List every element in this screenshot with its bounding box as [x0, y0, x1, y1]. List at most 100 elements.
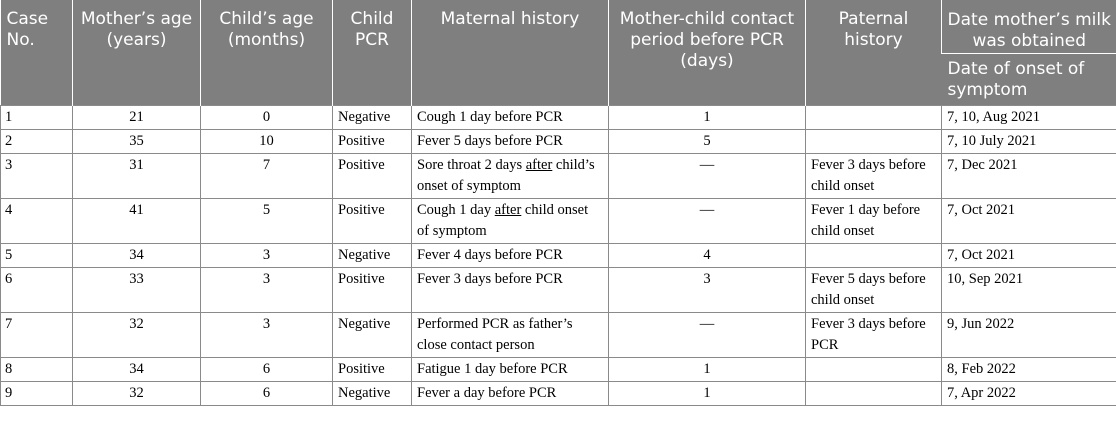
child-age-value: 3 — [262, 247, 271, 263]
paternal-history-text: Fever 3 days before child onset — [811, 157, 926, 194]
cell-milk-date: 7, 10 July 2021 — [941, 129, 1116, 154]
table-row: 3 31 7 Positive Sore throat 2 days after chi… — [0, 153, 1116, 199]
paternal-history-text: Fever 1 day before child onset — [811, 202, 921, 239]
cell-child-age: 6 — [200, 381, 333, 406]
cell-contact-period: 1 — [608, 381, 806, 406]
header-onset-date: Date of onset of symptom — [941, 53, 1116, 106]
cell-case-no: 2 — [0, 129, 73, 154]
cell-child-pcr: Positive — [332, 198, 412, 244]
cell-maternal-history: Performed PCR as father’s close contact … — [411, 312, 609, 358]
cell-mother-age: 31 — [72, 153, 201, 199]
child-pcr-value: Positive — [338, 361, 385, 377]
case-number: 9 — [5, 385, 13, 401]
header-paternal-history: Paternal history — [805, 0, 942, 106]
cell-case-no: 3 — [0, 153, 73, 199]
contact-period-value: — — [699, 157, 715, 173]
cell-paternal-history — [805, 243, 942, 268]
case-number: 1 — [5, 109, 13, 125]
case-number: 8 — [5, 361, 13, 377]
child-age-value: 6 — [262, 361, 271, 377]
paternal-history-text: Fever 3 days before PCR — [811, 316, 926, 353]
mother-age-value: 35 — [129, 133, 144, 149]
child-age-value: 3 — [262, 271, 271, 287]
milk-date-value: 7, Oct 2021 — [947, 202, 1016, 218]
child-pcr-value: Negative — [338, 247, 391, 263]
header-contact-period: Mother-child contact period before PCR (… — [608, 0, 806, 106]
cell-child-pcr: Positive — [332, 267, 412, 313]
cell-child-pcr: Negative — [332, 381, 412, 406]
maternal-history-text: child’s onset of symptom — [417, 157, 595, 194]
contact-period-value: 1 — [703, 385, 711, 401]
mother-age-value: 21 — [129, 109, 144, 125]
cell-milk-date: 10, Sep 2021 — [941, 267, 1116, 313]
child-pcr-value: Negative — [338, 316, 391, 332]
cell-child-age: 3 — [200, 267, 333, 313]
header-case-no: Case No. — [0, 0, 73, 106]
cell-paternal-history: Fever 3 days before PCR — [805, 312, 942, 358]
maternal-history-text: Cough 1 day before PCR — [417, 109, 563, 125]
contact-period-value: — — [699, 202, 715, 218]
cell-maternal-history: Sore throat 2 days after child’s onset o… — [411, 153, 609, 199]
header-mother-age: Mother’s age (years) — [72, 0, 201, 106]
header-maternal-history: Maternal history — [411, 0, 609, 106]
cell-mother-age: 34 — [72, 243, 201, 268]
milk-date-value: 7, 10 July 2021 — [947, 133, 1037, 149]
cell-child-age: 3 — [200, 243, 333, 268]
header-milk-date: Date mother’s milk was obtained — [941, 0, 1116, 54]
cell-contact-period: 1 — [608, 105, 806, 130]
cell-child-pcr: Negative — [332, 243, 412, 268]
maternal-history-text: Fever 5 days before PCR — [417, 133, 563, 149]
cell-paternal-history: Fever 1 day before child onset — [805, 198, 942, 244]
cell-case-no: 8 — [0, 357, 73, 382]
contact-period-value: 3 — [703, 271, 711, 287]
cell-mother-age: 21 — [72, 105, 201, 130]
contact-period-value: 4 — [703, 247, 711, 263]
cell-contact-period: — — [608, 312, 806, 358]
header-child-pcr: Child PCR — [332, 0, 412, 106]
header-child-age: Child’s age (months) — [200, 0, 333, 106]
case-number: 3 — [5, 157, 13, 173]
case-table: Case No. Mother’s age (years) Child’s ag… — [0, 0, 1116, 406]
cell-contact-period: 4 — [608, 243, 806, 268]
maternal-history-text: Fatigue 1 day before PCR — [417, 361, 568, 377]
maternal-history-text: Fever a day before PCR — [417, 385, 557, 401]
case-number: 4 — [5, 202, 13, 218]
milk-date-value: 10, Sep 2021 — [947, 271, 1024, 287]
cell-maternal-history: Fever 4 days before PCR — [411, 243, 609, 268]
child-age-value: 3 — [262, 316, 271, 332]
case-number: 5 — [5, 247, 13, 263]
cell-child-pcr: Negative — [332, 105, 412, 130]
cell-child-age: 6 — [200, 357, 333, 382]
contact-period-value: 5 — [703, 133, 711, 149]
cell-maternal-history: Cough 1 day after child onset of symptom — [411, 198, 609, 244]
cell-mother-age: 35 — [72, 129, 201, 154]
mother-age-value: 32 — [129, 385, 144, 401]
cell-maternal-history: Cough 1 day before PCR — [411, 105, 609, 130]
table-row: 5 34 3 Negative Fever 4 days before PCR 4 7, O… — [0, 243, 1116, 268]
paternal-history-text: Fever 5 days before child onset — [811, 271, 926, 308]
cell-case-no: 1 — [0, 105, 73, 130]
cell-milk-date: 7, 10, Aug 2021 — [941, 105, 1116, 130]
cell-mother-age: 33 — [72, 267, 201, 313]
cell-contact-period: — — [608, 198, 806, 244]
child-age-value: 0 — [262, 109, 271, 125]
table-row: 6 33 3 Positive Fever 3 days before PCR 3 Feve… — [0, 267, 1116, 313]
child-pcr-value: Positive — [338, 202, 385, 218]
cell-paternal-history — [805, 105, 942, 130]
milk-date-value: 8, Feb 2022 — [947, 361, 1016, 377]
maternal-history-text: Cough 1 day — [417, 202, 495, 218]
case-number: 6 — [5, 271, 13, 287]
table-row: 9 32 6 Negative Fever a day before PCR 1 7, Ap… — [0, 381, 1116, 406]
cell-case-no: 7 — [0, 312, 73, 358]
cell-milk-date: 7, Oct 2021 — [941, 198, 1116, 244]
mother-age-value: 31 — [129, 157, 144, 173]
cell-contact-period: 1 — [608, 357, 806, 382]
milk-date-value: 7, 10, Aug 2021 — [947, 109, 1041, 125]
milk-date-value: 9, Jun 2022 — [947, 316, 1015, 332]
cell-mother-age: 32 — [72, 312, 201, 358]
mother-age-value: 32 — [129, 316, 144, 332]
cell-case-no: 9 — [0, 381, 73, 406]
cell-child-pcr: Positive — [332, 129, 412, 154]
cell-child-pcr: Positive — [332, 357, 412, 382]
maternal-history-emphasis: after — [494, 202, 522, 218]
